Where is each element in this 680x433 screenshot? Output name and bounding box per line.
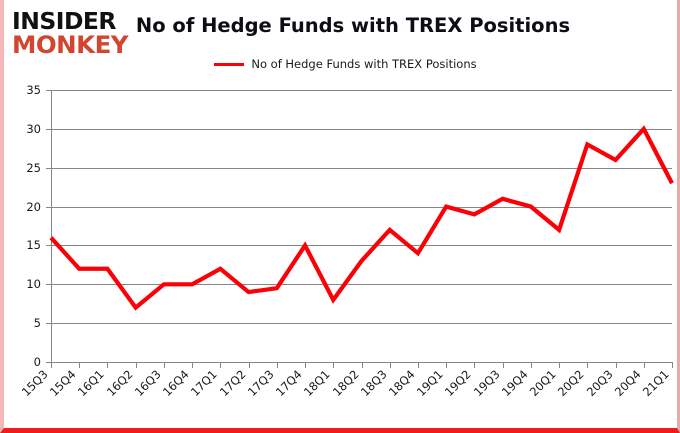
x-axis-tick-label: 19Q3: [471, 367, 503, 399]
y-axis-ticks-group: 0 5 10 15 20 25 30 35: [26, 83, 51, 369]
legend-color-swatch: [214, 62, 245, 66]
logo-text-insider: INSIDER: [12, 9, 117, 35]
x-axis-tick-label: 21Q1: [640, 367, 672, 399]
data-line-series: [49, 125, 674, 311]
x-axis-tick-label: 18Q4: [386, 367, 418, 399]
y-axis-tick-label: 5: [34, 316, 41, 330]
y-axis-tick-label: 0: [34, 355, 41, 369]
x-axis-tick-label: 19Q4: [499, 367, 531, 399]
legend-series-label: No of Hedge Funds with TREX Positions: [251, 57, 477, 71]
x-axis-tick-label: 20Q4: [612, 367, 644, 399]
x-axis-tick-label: 20Q1: [527, 367, 559, 399]
y-axis-tick-label: 15: [26, 238, 41, 252]
plot-area: 0 5 10 15 20 25 30 35 15Q3 15Q4 16Q1 16Q2 16Q3 16Q4 1…: [4, 0, 677, 428]
x-axis-tick-label: 16Q1: [75, 367, 107, 399]
x-axis-tick-label: 20Q2: [555, 367, 587, 399]
gridlines-group: [51, 90, 672, 363]
x-axis-tick-label: 16Q4: [160, 367, 192, 399]
insider-monkey-logo: INSIDER MONKEY: [12, 9, 137, 59]
x-axis-tick-label: 17Q1: [188, 367, 220, 399]
x-axis-tick-label: 18Q3: [358, 367, 390, 399]
x-axis-tick-label: 17Q3: [245, 367, 277, 399]
x-axis-ticks-group: 15Q315Q416Q116Q216Q316Q417Q117Q217Q317Q4…: [19, 362, 673, 399]
x-axis-tick-label: 15Q3: [19, 367, 51, 399]
x-axis-tick-label: 18Q1: [301, 367, 333, 399]
y-axis-tick-label: 30: [26, 122, 41, 136]
x-axis-tick-label: 15Q4: [47, 367, 79, 399]
y-axis-tick-label: 35: [26, 83, 41, 97]
x-axis-tick-label: 16Q3: [132, 367, 164, 399]
x-axis-tick-label: 19Q2: [442, 367, 474, 399]
chart-title: No of Hedge Funds with TREX Positions: [135, 14, 571, 37]
chart-legend: No of Hedge Funds with TREX Positions: [4, 57, 677, 71]
x-axis-tick-label: 19Q1: [414, 367, 446, 399]
y-axis-tick-label: 20: [26, 200, 41, 214]
y-axis-tick-label: 10: [26, 277, 41, 291]
logo-text-monkey: MONKEY: [12, 30, 129, 59]
x-axis-tick-label: 18Q2: [330, 367, 362, 399]
x-axis-tick-label: 16Q2: [104, 367, 136, 399]
x-axis-tick-label: 20Q3: [584, 367, 616, 399]
y-axis-tick-label: 25: [26, 161, 41, 175]
x-axis-tick-label: 17Q4: [273, 367, 305, 399]
x-axis-tick-label: 17Q2: [217, 367, 249, 399]
